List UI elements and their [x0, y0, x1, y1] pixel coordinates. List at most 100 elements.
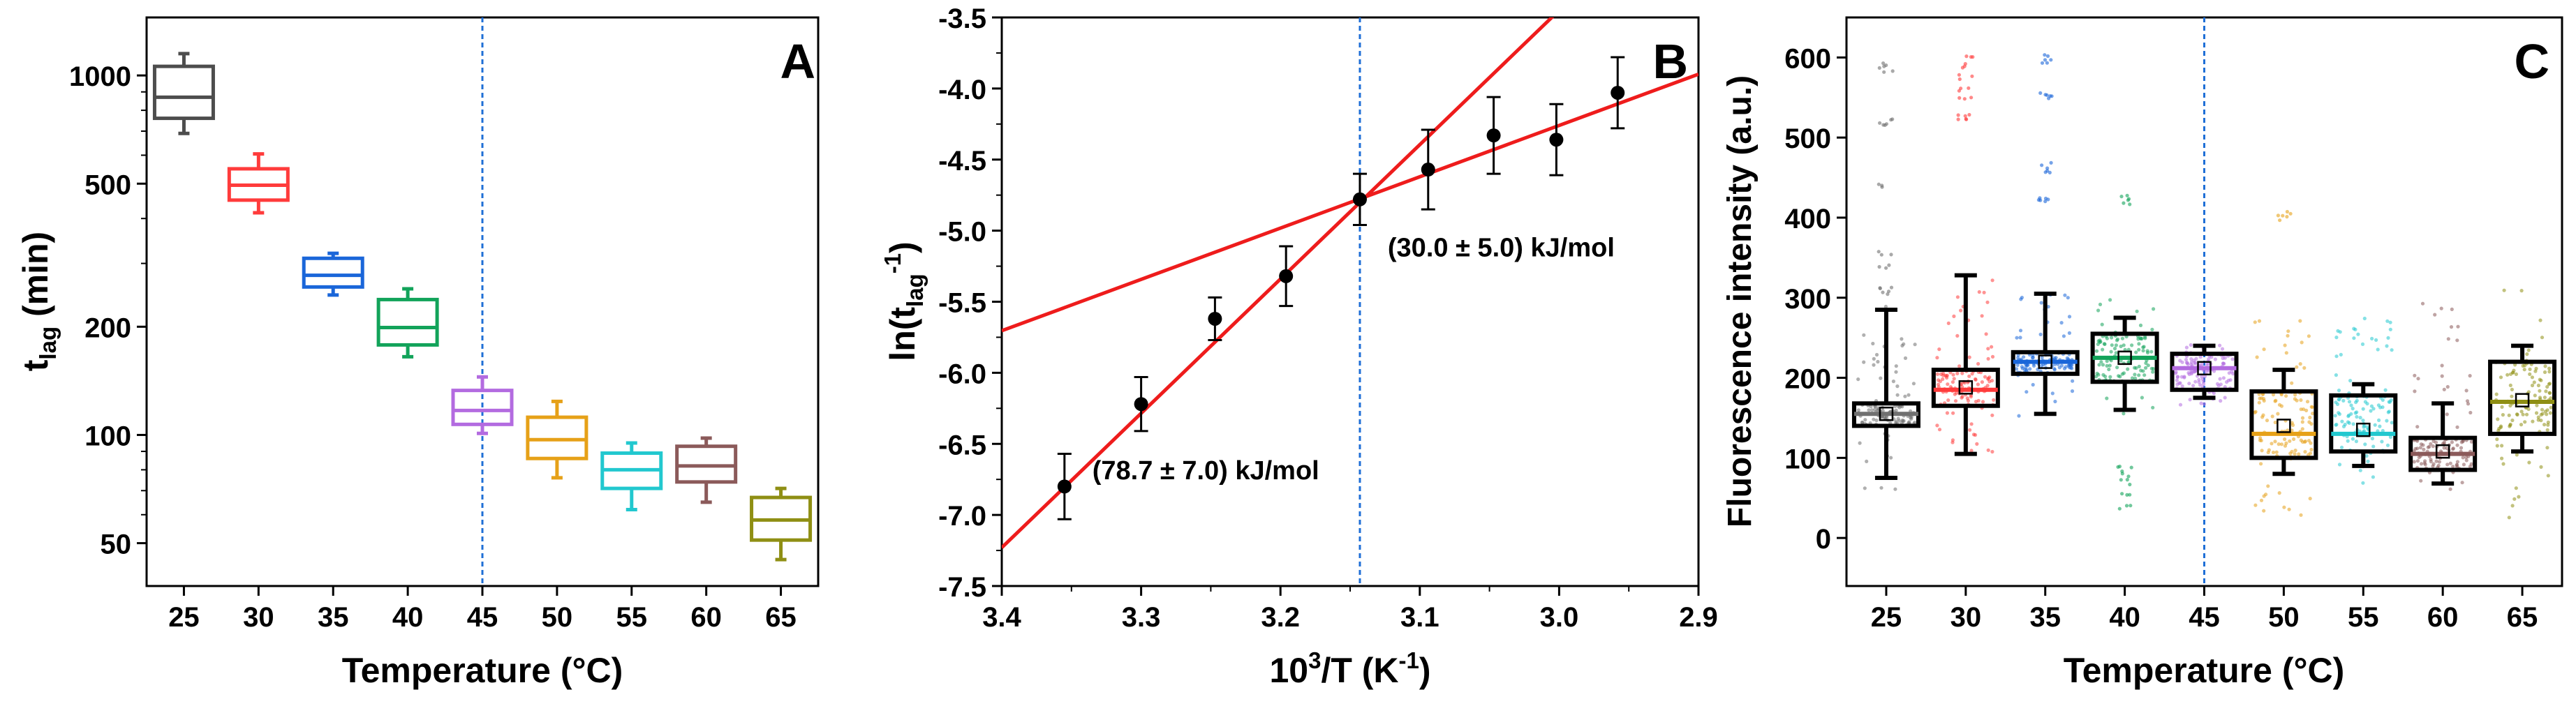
data-point — [2347, 400, 2352, 404]
data-point — [2273, 440, 2277, 444]
data-point — [2521, 412, 2525, 416]
data-point — [2174, 370, 2178, 375]
data-point — [2137, 342, 2141, 346]
outlier-point — [2117, 506, 2122, 511]
data-point — [2337, 389, 2341, 393]
data-point — [1870, 408, 1874, 412]
data-point — [1977, 290, 1981, 294]
data-point — [2031, 355, 2035, 360]
x-tick-label: 40 — [2109, 602, 2140, 633]
data-point — [1970, 372, 1974, 376]
data-point — [2020, 365, 2024, 369]
y-tick-label: 200 — [1784, 364, 1831, 395]
data-point — [2284, 393, 2288, 398]
data-point — [2378, 405, 2383, 410]
data-point — [1874, 418, 1879, 423]
data-point — [2510, 418, 2515, 423]
data-point — [2138, 323, 2143, 327]
data-point — [2141, 345, 2145, 350]
data-point — [2371, 475, 2375, 479]
data-point — [2304, 408, 2309, 413]
data-point — [2191, 384, 2196, 388]
data-point — [2419, 462, 2424, 466]
data-point — [2303, 450, 2307, 454]
data-point — [2189, 360, 2193, 364]
data-point — [2519, 410, 2524, 414]
data-point — [2017, 414, 2021, 418]
data-point — [2362, 423, 2367, 428]
data-point — [2230, 357, 2235, 361]
panel-b-ylabel-exp: -1 — [880, 253, 905, 273]
box — [451, 389, 514, 426]
data-point — [1903, 394, 1907, 398]
data-point — [2526, 348, 2531, 352]
data-point — [1946, 382, 1950, 386]
data-point — [2464, 458, 2468, 463]
x-tick-label: 3.1 — [1400, 602, 1439, 633]
data-point — [1900, 418, 1904, 422]
outlier-point — [2276, 213, 2280, 218]
data-point — [2180, 360, 2184, 364]
data-point — [2500, 456, 2504, 460]
box — [2170, 352, 2239, 392]
data-point — [2141, 369, 2145, 373]
data-point — [2413, 373, 2417, 377]
data-point — [1965, 396, 1969, 400]
data-point — [1872, 417, 1876, 421]
outlier-point — [1964, 117, 1969, 121]
outlier-point — [1878, 121, 1882, 125]
data-point — [1893, 405, 1897, 409]
data-point — [2215, 382, 2220, 386]
outlier-point — [2128, 202, 2132, 206]
data-point — [2309, 441, 2313, 445]
outlier-point — [2043, 170, 2048, 174]
data-point — [2024, 390, 2029, 394]
data-point — [1983, 375, 1987, 379]
data-point — [2050, 391, 2055, 396]
outlier-point — [2126, 198, 2130, 202]
data-point — [2202, 402, 2207, 406]
data-point — [2495, 437, 2499, 442]
data-point — [2114, 351, 2118, 355]
data-point — [2262, 509, 2266, 513]
data-point — [2352, 336, 2356, 340]
data-point — [2390, 421, 2394, 425]
outlier-point — [1887, 263, 1891, 267]
y-tick-label: -7.0 — [938, 501, 986, 532]
x-tick-label: 25 — [168, 602, 200, 633]
data-point — [2110, 343, 2114, 347]
data-point — [2445, 384, 2450, 389]
data-point — [2288, 439, 2292, 443]
data-point — [2546, 474, 2550, 478]
data-point — [2351, 422, 2355, 426]
data-point — [2377, 418, 2381, 423]
data-point — [2122, 412, 2126, 416]
data-point — [2519, 289, 2524, 293]
data-point — [1984, 332, 1988, 336]
data-point — [1955, 295, 1960, 299]
data-point — [1945, 373, 1949, 377]
data-point — [2524, 412, 2529, 416]
data-point — [2545, 446, 2549, 450]
data-point — [2038, 332, 2043, 336]
data-point — [2108, 375, 2112, 379]
panel-a-ylabel-main: t — [16, 359, 55, 371]
data-point — [2308, 415, 2312, 420]
data-point — [2137, 364, 2141, 369]
data-point — [2499, 375, 2503, 380]
data-point — [2547, 366, 2552, 370]
y-tick-label: -3.5 — [938, 3, 986, 34]
data-point — [2307, 453, 2311, 457]
data-point — [1955, 371, 1960, 376]
panel-a-ylabel-sub: lag — [35, 326, 61, 360]
data-point — [2014, 367, 2019, 371]
data-point — [2412, 460, 2416, 464]
data-point — [2290, 421, 2294, 425]
data-point — [2063, 293, 2067, 297]
mean-marker — [1958, 380, 1974, 395]
data-point — [1986, 347, 1990, 351]
data-point — [2300, 420, 2304, 424]
data-point — [2542, 396, 2547, 400]
data-point — [1974, 377, 1978, 382]
data-point — [2071, 379, 2075, 383]
